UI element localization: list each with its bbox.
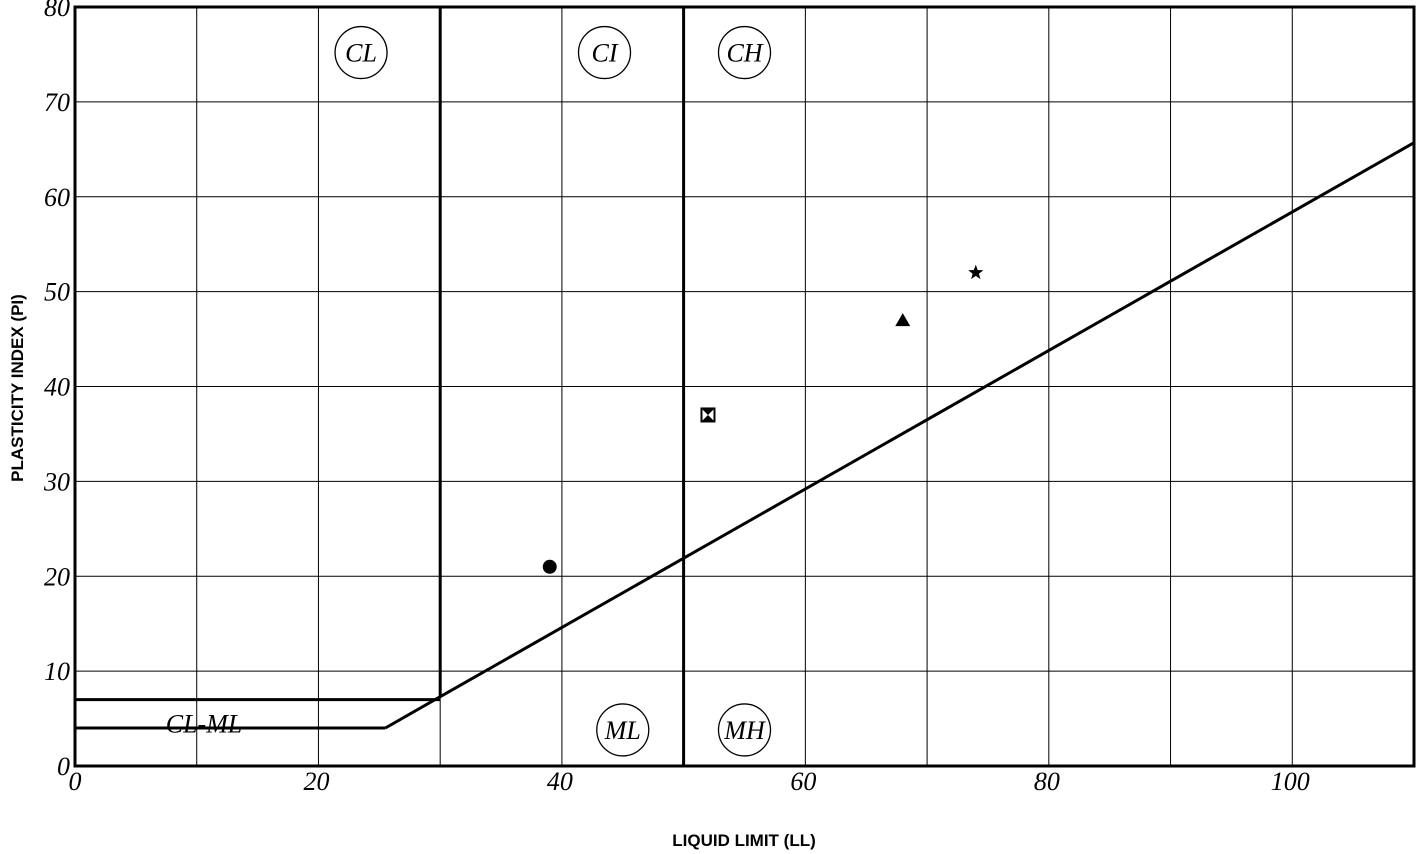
zone-label-ci: CI [577, 25, 632, 80]
zone-label-cl-ml: CL-ML [166, 709, 243, 738]
zone-label-text: CH [726, 39, 763, 68]
x-tick-label: 40 [547, 767, 573, 796]
zone-label-cl: CL [334, 25, 388, 80]
y-tick-label: 20 [44, 562, 70, 591]
tick-labels: 0 20 40 60 80 100 0 10 20 30 40 50 60 70 80 [43, 0, 1310, 796]
y-tick-label: 80 [44, 0, 70, 22]
point-triangle-marker [895, 313, 911, 327]
y-axis-title: PLASTICITY INDEX (PI) [8, 294, 27, 482]
y-tick-label: 0 [57, 752, 70, 781]
y-tick-label: 60 [44, 183, 70, 212]
grid-layer [75, 7, 1414, 766]
point-hourglass-square-marker [700, 407, 716, 423]
zone-label-mh: MH [717, 703, 772, 757]
y-tick-label: 40 [44, 373, 70, 402]
zone-circle [717, 25, 772, 80]
zone-label-text: MH [723, 716, 766, 745]
a-line-line [384, 141, 1415, 730]
x-tick-label: 80 [1034, 767, 1060, 796]
zone-label-text: CL-ML [166, 709, 243, 738]
plot-frame [73, 5, 1416, 768]
point-star-marker [968, 264, 984, 280]
x-tick-label: 20 [303, 767, 329, 796]
boundary-layer [75, 7, 1415, 766]
y-tick-label: 70 [44, 88, 70, 117]
zone-circle [596, 703, 650, 757]
point-circle-marker [542, 559, 557, 574]
y-tick-label: 30 [43, 467, 70, 496]
zone-circle [717, 703, 772, 757]
y-tick-label: 10 [44, 657, 70, 686]
x-tick-label: 100 [1271, 767, 1310, 796]
x-tick-label: 60 [790, 767, 816, 796]
x-axis-title: LIQUID LIMIT (LL) [672, 831, 816, 850]
zone-circle [577, 25, 632, 80]
zone-circle [334, 25, 388, 80]
zone-label-ch: CH [717, 25, 772, 80]
data-points [542, 264, 984, 574]
y-tick-label: 50 [44, 278, 70, 307]
x-tick-label: 0 [69, 767, 82, 796]
zone-label-text: CI [592, 39, 619, 68]
zone-label-text: CL [345, 39, 377, 68]
zone-label-ml: ML [596, 703, 650, 757]
zone-label-text: ML [604, 716, 641, 745]
zone-labels: CL CI CH ML MH CL-ML [166, 25, 772, 757]
